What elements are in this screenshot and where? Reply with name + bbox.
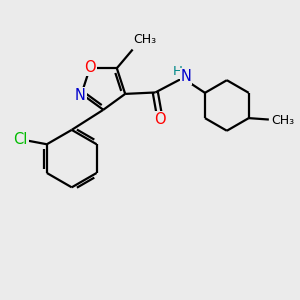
Text: CH₃: CH₃: [271, 114, 294, 127]
Text: O: O: [84, 60, 96, 75]
Text: Cl: Cl: [13, 132, 28, 147]
Text: CH₃: CH₃: [134, 33, 157, 46]
Text: N: N: [75, 88, 86, 103]
Text: O: O: [154, 112, 166, 127]
Text: H: H: [172, 65, 182, 78]
Text: N: N: [181, 69, 191, 84]
